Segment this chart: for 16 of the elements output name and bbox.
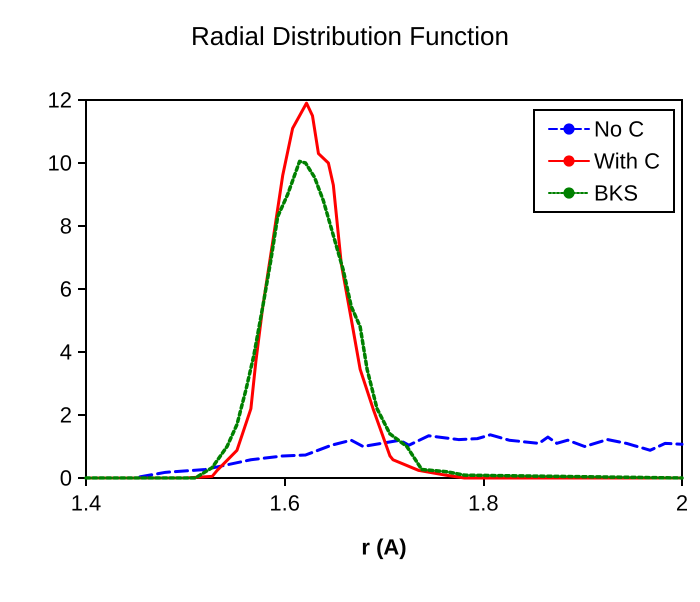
- y-tick-label: 12: [48, 88, 72, 112]
- y-tick-label: 6: [60, 276, 72, 302]
- y-tick-label: 4: [60, 340, 72, 364]
- y-tick-label: 10: [48, 150, 72, 176]
- y-tick-label: 0: [60, 466, 72, 490]
- chart-title: Radial Distribution Function: [191, 21, 509, 51]
- y-tick-label: 2: [60, 402, 72, 428]
- x-tick-label: 1.8: [468, 490, 499, 516]
- x-tick-label: 2: [676, 490, 688, 516]
- legend-label: No C: [594, 116, 644, 142]
- y-tick-label: 8: [60, 214, 72, 238]
- x-tick-label: 1.6: [269, 490, 300, 516]
- legend-label: BKS: [594, 180, 638, 206]
- x-axis-title: r (A): [361, 534, 407, 560]
- x-tick-label: 1.4: [70, 490, 102, 516]
- legend-label: With C: [594, 148, 660, 174]
